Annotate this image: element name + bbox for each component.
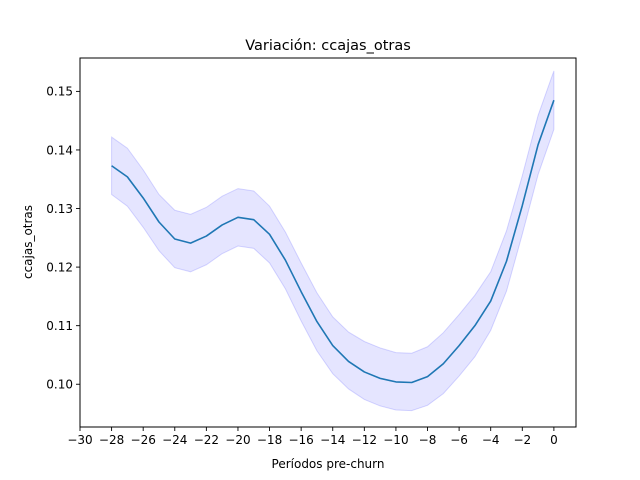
- x-tick-label: −28: [99, 433, 124, 447]
- plot-area: [111, 70, 555, 412]
- chart-title: Variación: ccajas_otras: [245, 38, 411, 54]
- x-tick-label: 0: [550, 433, 558, 447]
- x-tick-label: −2: [513, 433, 531, 447]
- confidence-band: [111, 70, 555, 412]
- x-tick-label: −4: [482, 433, 500, 447]
- x-tick-label: −16: [288, 433, 313, 447]
- x-tick-label: −14: [320, 433, 345, 447]
- y-tick-label: 0.13: [46, 202, 73, 216]
- x-tick-label: −12: [352, 433, 377, 447]
- y-tick-label: 0.14: [46, 143, 73, 157]
- x-tick-label: −10: [383, 433, 408, 447]
- y-tick-label: 0.15: [46, 85, 73, 99]
- axes-frame: [79, 57, 577, 428]
- x-tick-label: −6: [450, 433, 468, 447]
- y-tick-label: 0.11: [46, 319, 73, 333]
- y-axis-label: ccajas_otras: [21, 205, 35, 279]
- y-tick-label: 0.12: [46, 260, 73, 274]
- x-axis: −30 −28 −26 −24 −22 −20 −18 −16 −14 −12 −10 −8 −6 −4−…: [67, 427, 558, 447]
- x-tick-label: −8: [419, 433, 437, 447]
- x-tick-label: −18: [257, 433, 282, 447]
- y-tick-label: 0.10: [46, 378, 73, 392]
- x-tick-label: −24: [162, 433, 187, 447]
- x-tick-label: −30: [67, 433, 92, 447]
- series-line: [111, 99, 555, 384]
- x-tick-label: −20: [225, 433, 250, 447]
- y-axis: 0.10 0.11 0.12 0.13 0.14 0.15: [46, 85, 80, 392]
- x-axis-label: Períodos pre-churn: [272, 457, 385, 471]
- x-tick-label: −26: [131, 433, 156, 447]
- x-tick-label: −22: [194, 433, 219, 447]
